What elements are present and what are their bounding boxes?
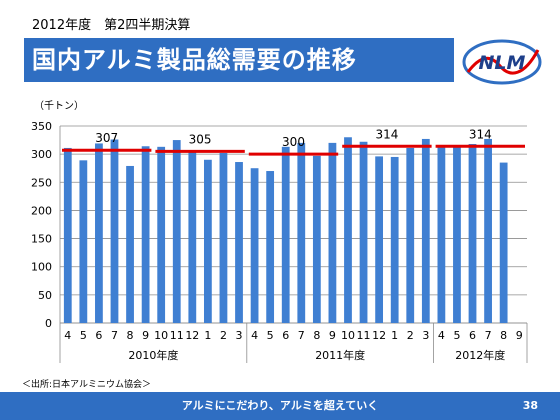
bar <box>499 162 508 323</box>
bar <box>63 147 72 323</box>
group-label: 2010年度 <box>128 348 178 362</box>
average-label: 307 <box>95 131 118 145</box>
x-tick-label: 9 <box>516 329 523 342</box>
bar <box>297 142 306 323</box>
x-tick-label: 11 <box>170 329 184 342</box>
x-tick-label: 10 <box>341 329 355 342</box>
bar <box>437 147 446 323</box>
bar <box>188 151 197 323</box>
average-label: 300 <box>282 135 305 149</box>
x-tick-label: 6 <box>469 329 476 342</box>
x-tick-label: 10 <box>154 329 168 342</box>
x-tick-label: 8 <box>500 329 507 342</box>
average-label: 305 <box>189 132 212 146</box>
logo-text: NLM <box>479 52 526 74</box>
x-tick-label: 8 <box>313 329 320 342</box>
y-axis-unit-label: （千トン） <box>34 101 84 112</box>
x-tick-label: 12 <box>372 329 386 342</box>
page-title: 国内アルミ製品総需要の推移 <box>32 46 357 74</box>
y-tick-label: 300 <box>31 148 52 161</box>
bar <box>312 155 321 323</box>
group-label: 2011年度 <box>315 348 365 362</box>
x-tick-label: 8 <box>127 329 134 342</box>
page-number: 38 <box>522 399 538 412</box>
x-tick-label: 3 <box>422 329 429 342</box>
footer-slogan: アルミにこだわり、アルミを超えていく <box>181 399 379 412</box>
bar <box>375 156 384 323</box>
x-tick-label: 3 <box>236 329 243 342</box>
y-tick-label: 200 <box>31 204 52 217</box>
bar <box>126 165 134 323</box>
x-tick-label: 4 <box>438 329 445 342</box>
bar <box>110 139 119 323</box>
bar <box>390 156 399 323</box>
bar <box>79 160 88 323</box>
average-label: 314 <box>469 127 492 141</box>
x-tick-label: 9 <box>142 329 149 342</box>
x-tick-label: 12 <box>185 329 199 342</box>
y-tick-label: 0 <box>45 317 52 330</box>
x-tick-label: 5 <box>80 329 87 342</box>
bar <box>203 159 212 323</box>
x-tick-label: 2 <box>220 329 227 342</box>
x-tick-label: 11 <box>357 329 371 342</box>
bar <box>157 146 166 323</box>
x-tick-label: 4 <box>251 329 258 342</box>
x-tick-label: 5 <box>267 329 274 342</box>
source-note: ＜出所:日本アルミニウム協会＞ <box>22 380 151 390</box>
bar <box>406 147 415 323</box>
x-tick-label: 1 <box>204 329 211 342</box>
bar <box>266 171 275 323</box>
y-tick-label: 350 <box>31 120 52 133</box>
footer-bar <box>0 392 560 420</box>
bar <box>453 146 461 323</box>
nlm-logo: NLM <box>462 39 542 85</box>
bar <box>359 141 368 323</box>
fiscal-period-label: 2012年度 第2四半期決算 <box>32 18 191 33</box>
y-tick-label: 100 <box>31 261 52 274</box>
bar <box>172 140 181 323</box>
bar <box>468 144 477 323</box>
bar <box>141 146 150 323</box>
title-bar <box>24 38 454 82</box>
x-tick-label: 6 <box>95 329 102 342</box>
bar <box>235 162 243 323</box>
bar <box>328 142 337 323</box>
x-tick-label: 7 <box>111 329 118 342</box>
bar <box>219 153 228 323</box>
bar <box>484 138 492 323</box>
y-tick-label: 50 <box>38 289 52 302</box>
x-tick-label: 9 <box>329 329 336 342</box>
bar <box>421 138 430 323</box>
x-tick-label: 4 <box>64 329 71 342</box>
x-tick-label: 6 <box>282 329 289 342</box>
x-tick-label: 7 <box>485 329 492 342</box>
y-tick-label: 150 <box>31 233 52 246</box>
x-tick-label: 2 <box>407 329 414 342</box>
bar <box>344 137 352 323</box>
x-tick-label: 7 <box>298 329 305 342</box>
x-tick-label: 5 <box>453 329 460 342</box>
bar <box>95 143 103 323</box>
y-tick-label: 250 <box>31 176 52 189</box>
bar <box>281 146 290 323</box>
bar <box>250 168 259 323</box>
group-label: 2012年度 <box>455 348 505 362</box>
average-label: 314 <box>375 127 398 141</box>
x-tick-label: 1 <box>391 329 398 342</box>
